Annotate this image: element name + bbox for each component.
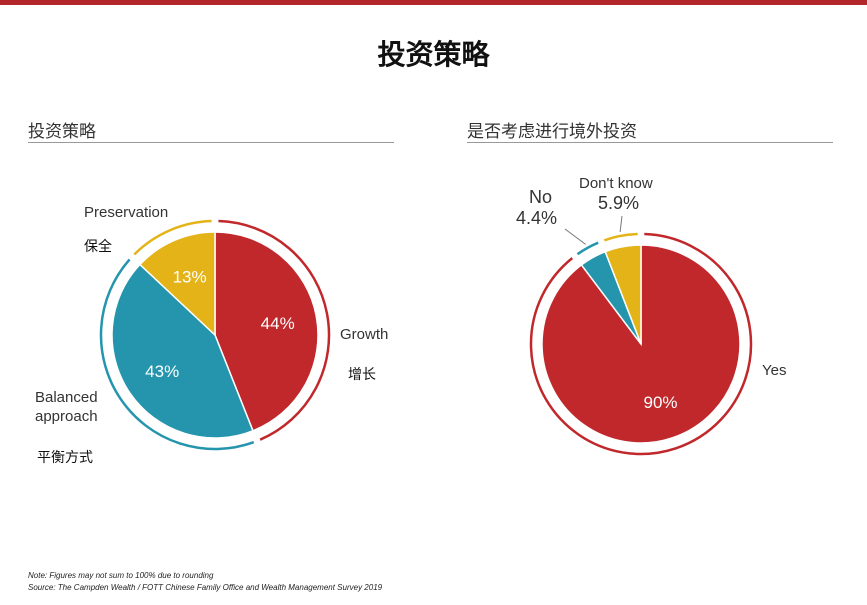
chart2-slice-don-t-know (604, 244, 642, 345)
chart2-label-yes: Yes (762, 362, 787, 379)
chart2-leader-no (564, 228, 586, 245)
chart1-title-rule (28, 142, 394, 143)
chart2-label-dontknow: Don't know (579, 175, 653, 192)
chart2-ring-no (576, 241, 599, 256)
chart2-title: 是否考虑进行境外投资 (467, 122, 637, 142)
chart2-value-yes: 90% (643, 393, 677, 412)
chart1-ring-growth (218, 219, 331, 441)
chart1-value-preservation: 13% (173, 267, 207, 286)
chart1-value-growth: 44% (261, 314, 295, 333)
chart1-label-preservation: Preservation (84, 204, 169, 221)
chart2-ring-don-t-know (603, 232, 638, 242)
chart2-label-no: No (529, 187, 553, 207)
chart1-label-balanced-cn: 平衡方式 (37, 450, 93, 466)
chart1-ring-preservation (133, 219, 212, 256)
chart1-label-balanced: Balanced approach (35, 389, 98, 425)
chart1-label-growth-cn: 增长 (348, 367, 376, 383)
chart1-title: 投资策略 (28, 122, 96, 142)
chart1-value-balanced-approach: 43% (145, 362, 179, 381)
source-note: Source: The Campden Wealth / FOTT Chines… (28, 583, 383, 592)
chart1-slice-growth (214, 231, 319, 432)
chart2-value-no: 4.4% (516, 208, 558, 228)
chart1-slice-balanced-approach (111, 263, 254, 439)
top-accent-bar (0, 0, 867, 5)
chart2-title-rule (467, 142, 833, 143)
chart2-value-dontknow: 5.9% (598, 193, 640, 213)
chart2-ring-yes (529, 232, 753, 456)
chart1-label-preservation-cn: 保全 (84, 239, 112, 255)
chart1-slice-preservation (138, 231, 216, 337)
page-title: 投资策略 (377, 38, 490, 71)
chart1-label-growth: Growth (340, 326, 389, 343)
chart2-leader-dontknow (619, 215, 623, 232)
chart1-ring-balanced-approach (99, 258, 255, 451)
footnote: Note: Figures may not sum to 100% due to… (28, 571, 214, 580)
